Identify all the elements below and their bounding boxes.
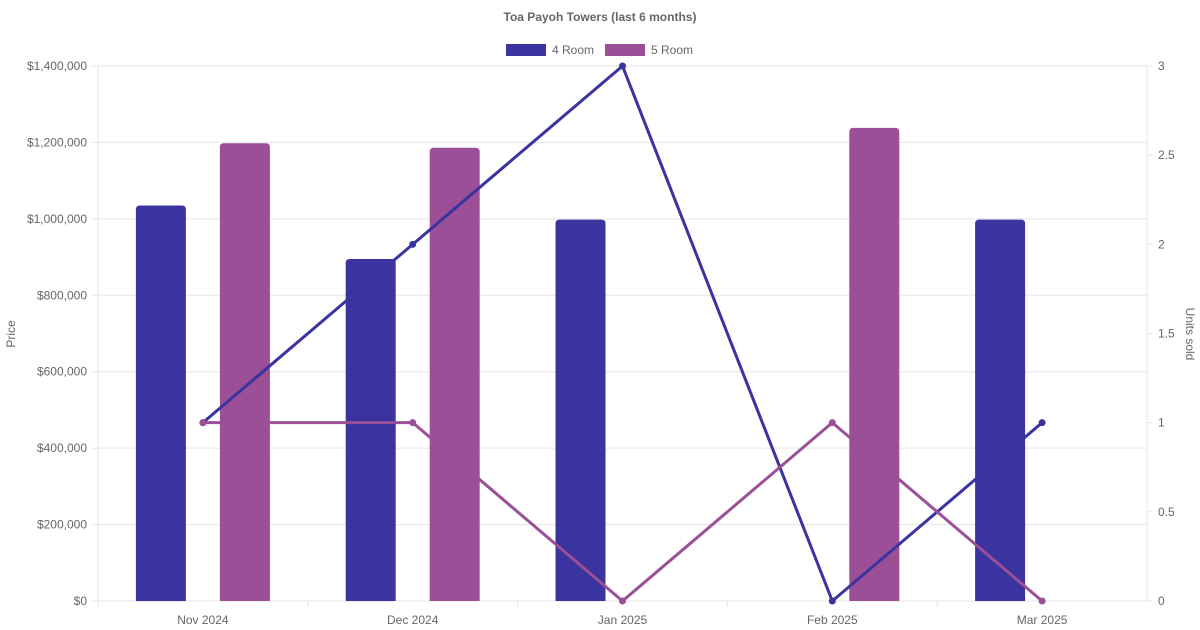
right-tick-label: 2.5 bbox=[1158, 148, 1175, 162]
line-point[interactable] bbox=[828, 419, 836, 427]
right-tick-label: 2 bbox=[1158, 237, 1165, 251]
legend-swatch-4-room bbox=[506, 44, 546, 56]
line-point[interactable] bbox=[828, 597, 836, 605]
bars bbox=[135, 127, 1026, 602]
x-tick-label: Dec 2024 bbox=[387, 613, 439, 627]
bar-4-room[interactable] bbox=[135, 205, 186, 601]
x-tick-label: Feb 2025 bbox=[807, 613, 858, 627]
line-point[interactable] bbox=[619, 62, 626, 70]
x-tick-label: Nov 2024 bbox=[177, 613, 229, 627]
left-tick-label: $1,400,000 bbox=[27, 59, 87, 73]
left-tick-label: $1,200,000 bbox=[27, 135, 87, 149]
bar-5-room[interactable] bbox=[429, 147, 480, 601]
left-tick-label: $0 bbox=[74, 594, 88, 608]
x-tick-label: Mar 2025 bbox=[1017, 613, 1068, 627]
lines bbox=[199, 62, 1046, 605]
left-axis-label: Price bbox=[4, 320, 18, 348]
legend-swatch-5-room bbox=[605, 44, 645, 56]
line-point[interactable] bbox=[1038, 419, 1046, 427]
line-point[interactable] bbox=[409, 240, 417, 248]
x-axis-ticks: Nov 2024 Dec 2024 Jan 2025 Feb 2025 Mar 2025 bbox=[177, 613, 1068, 627]
line-point[interactable] bbox=[409, 419, 417, 427]
right-tick-label: 1.5 bbox=[1158, 327, 1175, 341]
right-tick-label: 1 bbox=[1158, 416, 1165, 430]
left-tick-label: $800,000 bbox=[37, 288, 87, 302]
line-4-room bbox=[201, 64, 1044, 603]
right-tick-label: 0 bbox=[1158, 594, 1165, 608]
left-tick-label: $400,000 bbox=[37, 441, 87, 455]
left-tick-label: $200,000 bbox=[37, 518, 87, 532]
right-tick-label: 3 bbox=[1158, 59, 1165, 73]
x-tick-label: Jan 2025 bbox=[598, 613, 648, 627]
legend-item-4-room[interactable]: 4 Room bbox=[506, 43, 594, 57]
legend: 4 Room 5 Room bbox=[506, 43, 693, 57]
legend-label-5-room: 5 Room bbox=[651, 43, 693, 57]
bar-4-room[interactable] bbox=[975, 219, 1026, 601]
right-tick-label: 0.5 bbox=[1158, 505, 1175, 519]
bar-4-room[interactable] bbox=[555, 219, 606, 601]
left-tick-label: $1,000,000 bbox=[27, 212, 87, 226]
line-5-room bbox=[202, 421, 1044, 603]
legend-item-5-room[interactable]: 5 Room bbox=[605, 43, 693, 57]
bar-5-room[interactable] bbox=[219, 143, 270, 601]
line-point[interactable] bbox=[199, 419, 207, 427]
legend-label-4-room: 4 Room bbox=[552, 43, 594, 57]
line-point[interactable] bbox=[619, 597, 626, 605]
chart-title: Toa Payoh Towers (last 6 months) bbox=[504, 10, 697, 24]
left-axis-ticks: $0 $200,000 $400,000 $600,000 $800,000 $1,000… bbox=[27, 59, 87, 608]
bar-4-room[interactable] bbox=[345, 258, 396, 601]
right-axis-ticks: 0 0.5 1 1.5 2 2.5 3 bbox=[1158, 59, 1175, 608]
line-point[interactable] bbox=[1038, 597, 1046, 605]
right-axis-label: Units sold bbox=[1183, 308, 1197, 361]
left-tick-label: $600,000 bbox=[37, 365, 87, 379]
bar-5-room[interactable] bbox=[849, 127, 900, 602]
